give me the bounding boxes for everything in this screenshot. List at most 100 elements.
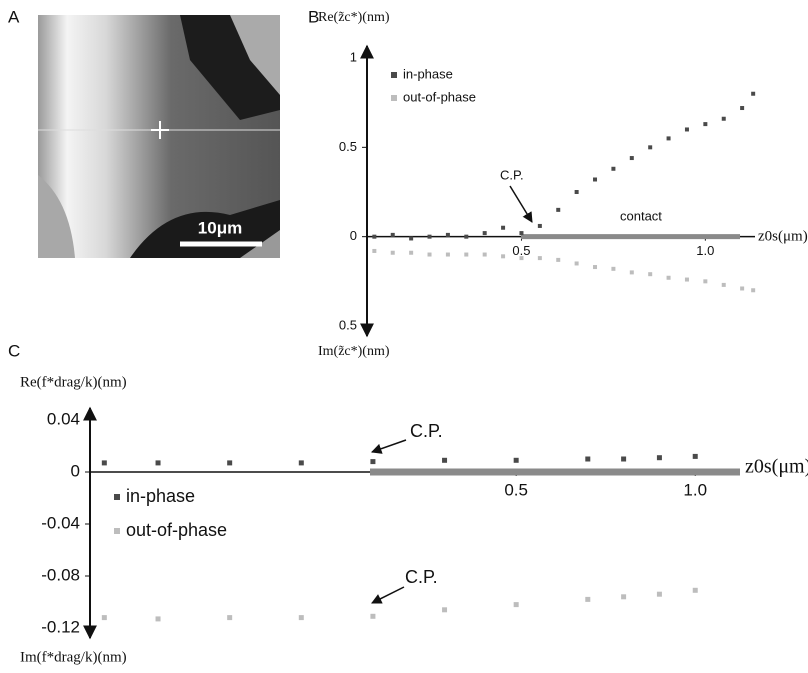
legend-label: out-of-phase <box>126 520 227 540</box>
data-point <box>442 457 448 463</box>
x-tick-label: 1.0 <box>696 243 714 258</box>
data-point <box>629 156 634 161</box>
data-point <box>648 272 653 277</box>
legend-marker <box>391 95 397 101</box>
x-axis-label: z0s(μm) <box>758 228 808 244</box>
data-point <box>519 231 524 236</box>
y-tick-label: 0.5 <box>339 317 357 332</box>
data-point <box>721 282 726 287</box>
data-point <box>666 275 671 280</box>
data-point <box>574 261 579 266</box>
panel-letter: B <box>308 7 319 26</box>
x-tick-label: 1.0 <box>683 480 707 499</box>
annotation: C.P. <box>410 421 443 441</box>
data-point <box>740 106 745 111</box>
data-point <box>621 456 627 462</box>
legend-marker <box>391 72 397 78</box>
panel-letter: C <box>8 341 20 360</box>
data-point <box>629 270 634 275</box>
legend-marker <box>114 528 120 534</box>
y-tick-label: 0 <box>350 228 357 243</box>
y-tick-label: 0 <box>71 461 80 480</box>
data-point <box>537 256 542 261</box>
legend-marker <box>114 494 120 500</box>
y-axis-label-lower: Im(z̃c*)(nm) <box>318 344 390 359</box>
data-point <box>513 457 519 463</box>
data-point <box>656 591 662 597</box>
data-point <box>684 277 689 282</box>
data-point <box>370 459 376 465</box>
data-point <box>227 615 233 621</box>
afm-image: 10μm <box>38 15 280 258</box>
data-point <box>593 265 598 270</box>
legend-label: in-phase <box>403 66 453 81</box>
y-tick-label: 0.04 <box>47 409 80 428</box>
data-point <box>585 596 591 602</box>
annotation-arrow <box>371 586 405 604</box>
data-point <box>155 460 161 466</box>
y-tick-label: 0.5 <box>339 139 357 154</box>
data-point <box>721 116 726 121</box>
data-point <box>298 615 304 621</box>
data-point <box>427 234 432 239</box>
y-axis-label-lower: Im(f*drag/k)(nm) <box>20 649 127 665</box>
data-point <box>648 145 653 150</box>
annotation: C.P. <box>500 167 524 182</box>
data-point <box>513 602 519 608</box>
data-point <box>370 613 376 619</box>
data-point <box>519 256 524 261</box>
data-point <box>574 190 579 194</box>
data-point <box>227 460 233 466</box>
data-point <box>464 234 469 239</box>
data-point <box>556 207 561 212</box>
panel-letter: A <box>8 7 20 26</box>
annotation: contact <box>620 208 662 223</box>
data-point <box>692 587 698 593</box>
annotation-arrow <box>371 439 407 454</box>
data-point <box>692 453 698 459</box>
data-point <box>666 136 671 141</box>
data-point <box>372 248 377 253</box>
data-point <box>442 607 448 613</box>
scale-bar-label: 10μm <box>198 218 242 237</box>
data-point <box>372 234 377 239</box>
y-tick-label: -0.12 <box>41 617 80 636</box>
y-tick-label: 1 <box>350 49 357 64</box>
data-point <box>482 231 487 236</box>
data-point <box>501 254 506 259</box>
data-point <box>556 257 561 262</box>
data-point <box>611 166 616 171</box>
legend-label: in-phase <box>126 486 195 506</box>
data-point <box>409 250 414 255</box>
y-tick-label: -0.08 <box>41 565 80 584</box>
data-point <box>409 236 414 241</box>
x-axis-label: z0s(μm) <box>745 456 808 478</box>
data-point <box>611 266 616 271</box>
x-tick-label: 0.5 <box>512 243 530 258</box>
data-point <box>751 91 756 96</box>
data-point <box>482 252 487 257</box>
y-axis-label: Re(f*drag/k)(nm) <box>20 374 127 390</box>
data-point <box>427 252 432 257</box>
data-point <box>585 456 591 462</box>
data-point <box>155 616 161 622</box>
data-point <box>501 225 506 230</box>
annotation-arrow <box>509 185 533 223</box>
legend-label: out-of-phase <box>403 89 476 104</box>
data-point <box>298 460 304 466</box>
x-tick-label: 0.5 <box>504 480 528 499</box>
data-point <box>656 455 662 461</box>
data-point <box>703 279 708 284</box>
data-point <box>445 232 450 237</box>
data-point <box>740 286 745 291</box>
y-axis-label: Re(z̃c*)(nm) <box>318 10 390 25</box>
data-point <box>537 223 542 228</box>
data-point <box>464 252 469 257</box>
data-point <box>390 232 395 237</box>
data-point <box>101 460 107 466</box>
annotation: C.P. <box>405 567 438 587</box>
y-tick-label: -0.04 <box>41 513 80 532</box>
data-point <box>593 177 598 182</box>
data-point <box>390 250 395 255</box>
